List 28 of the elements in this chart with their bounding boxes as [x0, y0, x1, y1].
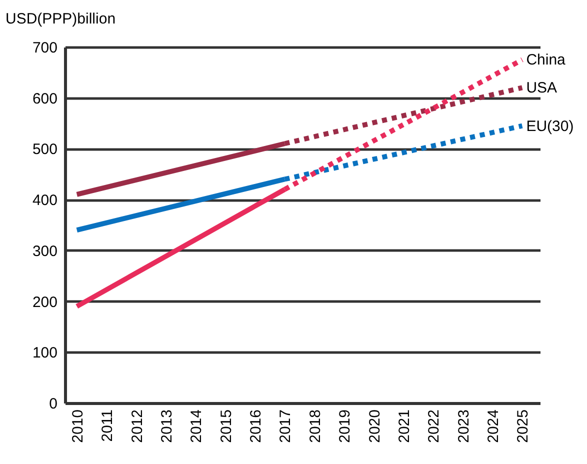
y-axis-title: USD(PPP)billion: [6, 10, 116, 28]
series-label: EU(30): [526, 118, 574, 135]
y-tick-label: 100: [32, 344, 58, 362]
x-tick-label: 2012: [128, 410, 146, 443]
x-tick-label: 2010: [69, 410, 86, 443]
x-tick-label: 2024: [485, 410, 502, 443]
series-label: China: [526, 52, 566, 69]
series-label: USA: [526, 80, 558, 97]
y-tick-label: 400: [32, 192, 58, 210]
x-tick-label: 2016: [248, 410, 264, 443]
x-tick-label: 2019: [336, 410, 354, 443]
y-tick-label: 500: [32, 141, 58, 158]
x-tick-label: 2018: [306, 410, 324, 443]
y-tick-label: 700: [32, 40, 58, 56]
x-tick-label: 2023: [455, 410, 472, 443]
x-tick-label: 2025: [514, 410, 532, 443]
y-tick-label: 300: [32, 242, 58, 260]
x-tick-label: 2011: [99, 410, 116, 442]
x-tick-label: 2015: [218, 410, 235, 443]
x-tick-label: 2017: [277, 410, 294, 443]
x-tick-label: 2013: [158, 410, 176, 443]
y-tick-label: 600: [32, 90, 58, 108]
x-tick-label: 2020: [366, 410, 384, 443]
x-tick-label: 2022: [426, 410, 443, 443]
y-tick-label: 200: [32, 294, 58, 311]
x-tick-label: 2021: [396, 410, 413, 443]
y-tick-label: 0: [49, 396, 58, 412]
x-tick-label: 2014: [188, 410, 206, 443]
